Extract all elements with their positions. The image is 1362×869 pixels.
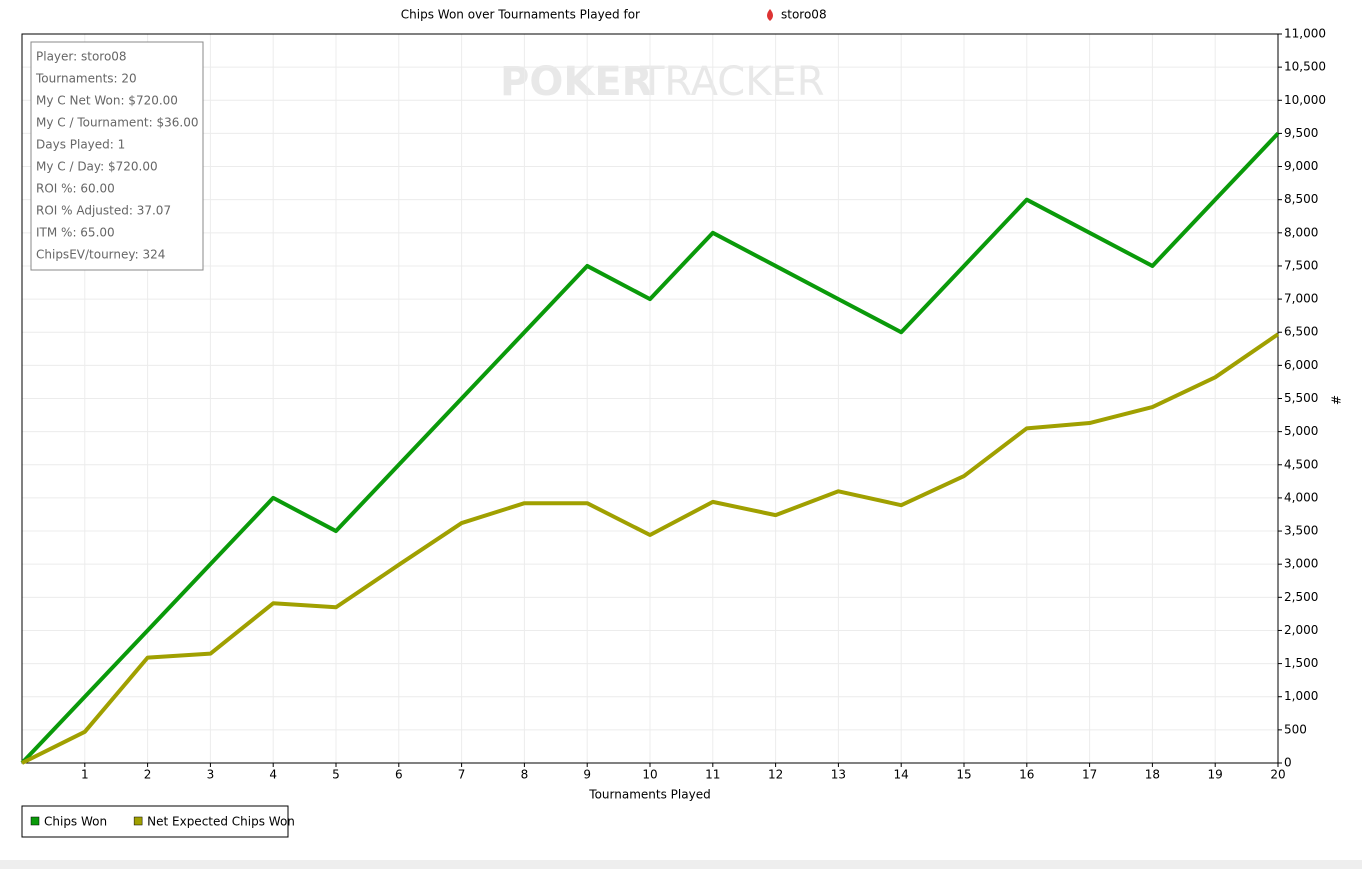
legend-box [21,805,289,838]
info-line: Days Played: 1 [36,138,125,152]
legend-label: Chips Won [44,815,107,829]
plot-frame [21,33,1279,764]
x-tick-label: 15 [956,768,971,782]
info-line: ROI % Adjusted: 37.07 [36,204,171,218]
x-tick-label: 3 [207,768,215,782]
status-strip [0,860,1362,869]
y-tick-label: 7,000 [1284,292,1318,306]
y-tick-label: 8,500 [1284,192,1318,206]
y-tick-label: 3,000 [1284,557,1318,571]
y-tick-label: 4,500 [1284,457,1318,471]
x-tick-label: 16 [1019,768,1034,782]
y-tick-label: 10,000 [1284,93,1326,107]
x-tick-label: 10 [642,768,657,782]
y-tick-label: 8,000 [1284,225,1318,239]
series-line [21,332,1280,765]
y-tick-label: 11,000 [1284,27,1326,41]
y-tick-label: 5,500 [1284,391,1318,405]
legend-label: Net Expected Chips Won [147,815,295,829]
x-tick-label: 6 [395,768,403,782]
y-tick-label: 1,500 [1284,656,1318,670]
y-axis-label: # [1329,395,1343,405]
y-tick-label: 2,000 [1284,623,1318,637]
x-tick-label: 5 [332,768,340,782]
y-tick-label: 9,500 [1284,126,1318,140]
info-line: Tournaments: 20 [35,72,137,86]
y-tick-label: 7,500 [1284,258,1318,272]
x-tick-label: 18 [1145,768,1160,782]
y-tick-label: 6,500 [1284,325,1318,339]
series-line [20,132,1280,765]
x-tick-label: 20 [1270,768,1285,782]
x-tick-label: 2 [144,768,152,782]
y-tick-label: 2,500 [1284,590,1318,604]
y-tick-label: 1,000 [1284,689,1318,703]
y-tick-label: 3,500 [1284,524,1318,538]
y-tick-label: 6,000 [1284,358,1318,372]
info-line: ITM %: 65.00 [36,226,115,240]
y-tick-label: 0 [1284,756,1292,770]
x-axis-label: Tournaments Played [588,788,710,802]
legend-swatch [30,816,40,826]
y-tick-label: 500 [1284,722,1307,736]
x-tick-label: 4 [269,768,277,782]
chart-title-player: storo08 [781,8,827,22]
x-tick-label: 11 [705,768,720,782]
chart-title: Chips Won over Tournaments Played for [401,8,640,22]
watermark: TRACKER [639,59,825,105]
x-tick-label: 7 [458,768,466,782]
y-tick-label: 10,500 [1284,60,1326,74]
x-tick-label: 1 [81,768,89,782]
y-tick-label: 4,000 [1284,490,1318,504]
x-tick-label: 17 [1082,768,1097,782]
info-line: My C Net Won: $720.00 [36,94,178,108]
player-icon [767,9,773,21]
watermark: POKER [500,59,652,105]
x-tick-label: 8 [521,768,529,782]
info-line: ROI %: 60.00 [36,182,115,196]
x-tick-label: 19 [1208,768,1223,782]
x-tick-label: 14 [894,768,909,782]
x-tick-label: 13 [831,768,846,782]
legend-swatch [133,816,143,826]
y-tick-label: 9,000 [1284,159,1318,173]
info-box [30,41,204,271]
x-tick-label: 12 [768,768,783,782]
x-tick-label: 9 [583,768,591,782]
info-line: ChipsEV/tourney: 324 [36,248,165,262]
info-line: My C / Day: $720.00 [36,160,158,174]
info-line: My C / Tournament: $36.00 [36,116,198,130]
info-line: Player: storo08 [36,50,127,64]
info: Player: storo08 Tournaments: 20 My C Net W… [35,50,198,262]
y-tick-label: 5,000 [1284,424,1318,438]
